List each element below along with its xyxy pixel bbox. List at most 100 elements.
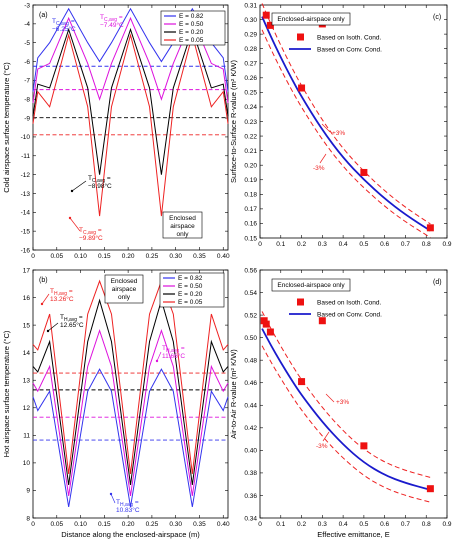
series-line — [32, 33, 229, 217]
avg-annotation-t: T — [88, 175, 92, 182]
x-tick-label: 0.30 — [169, 253, 182, 260]
legend-marker-isoth — [297, 298, 304, 306]
x-tick-label: 0.05 — [50, 253, 63, 260]
y-tick-label: 0.25 — [244, 90, 257, 97]
isoth-point — [266, 328, 274, 336]
x-tick-label: 0.8 — [422, 521, 431, 528]
y-tick-label: 0.52 — [244, 312, 257, 319]
y-tick-label: 0.30 — [244, 17, 257, 24]
y-tick-label: 17 — [23, 267, 31, 274]
legend-box — [160, 10, 226, 46]
x-tick-label: 0.5 — [359, 241, 368, 248]
annotation-arrow — [41, 293, 50, 305]
y-tick-label: 0.34 — [244, 515, 257, 522]
avg-annotation-value: −9.89°C — [79, 234, 103, 242]
panel-b: 0 0.05 0.10 0.15 0.20 0.25 0.30 0.35 0.40 8 9 10 11 1… — [2, 267, 230, 539]
y-tick-label: 0.18 — [244, 192, 257, 199]
x-tick-label: 0.3 — [318, 241, 327, 248]
x-tick-label: 0.1 — [276, 241, 285, 248]
y-tick-label: 0.23 — [244, 119, 257, 126]
legend-box — [159, 272, 225, 308]
x-tick-label: 0.25 — [146, 253, 159, 260]
isoth-point — [426, 224, 434, 232]
legend-label: E = 0.20 — [178, 291, 203, 298]
series-line — [32, 279, 229, 474]
plot-frame — [259, 269, 448, 519]
avg-annotation: TH,avg = — [162, 345, 185, 354]
legend-label: Based on Conv. Cond. — [317, 312, 382, 319]
annotation-arrow — [47, 322, 59, 332]
y-tick-label: 0.21 — [244, 148, 257, 155]
isoth-point — [360, 168, 368, 176]
conv-curve — [261, 16, 431, 232]
avg-annotation-tail: = — [69, 18, 75, 25]
annotation-arrowhead — [109, 492, 113, 496]
y-tick-label: -16 — [21, 247, 31, 254]
y-tick-label: 14 — [23, 350, 31, 357]
y-tick-label: 0.48 — [244, 357, 257, 364]
series-line — [32, 298, 229, 485]
x-tick-label: 0 — [258, 241, 262, 248]
annotation-arrow — [69, 217, 81, 232]
avg-annotation-t: T — [52, 18, 56, 25]
series-line — [32, 16, 229, 104]
x-tick-label: 0.2 — [297, 521, 306, 528]
title-box-text: Enclosed-airspace only — [277, 282, 345, 289]
series-line — [32, 329, 229, 497]
y-tick-label: -10 — [21, 134, 31, 141]
y-tick-label: 0.46 — [244, 380, 257, 387]
avg-annotation-sub: H,avg — [166, 348, 179, 354]
x-tick-label: 0.25 — [146, 521, 159, 528]
isoth-point — [266, 21, 274, 29]
y-tick-label: 0.28 — [244, 46, 257, 53]
note-text: only — [177, 231, 190, 238]
panel-label: (a) — [39, 12, 48, 19]
isoth-point — [318, 317, 326, 325]
x-tick-label: 0.4 — [339, 521, 348, 528]
avg-annotation-t: T — [116, 499, 120, 506]
y-tick-label: 0.19 — [244, 177, 257, 184]
avg-annotation: TH,avg = — [116, 499, 139, 508]
panel-a: 0 0.05 0.10 0.15 0.20 0.25 0.30 0.35 0.40 -16 -15 -… — [2, 2, 230, 260]
avg-annotation-sub: H,avg — [120, 502, 133, 508]
avg-annotation-t: T — [60, 314, 64, 321]
y-tick-label: -14 — [21, 210, 31, 217]
x-tick-label: 0.1 — [276, 521, 285, 528]
note-text: Enclosed — [111, 278, 138, 285]
annotation-arrowhead — [68, 216, 72, 220]
x-axis-label: Distance along the enclosed-airspace (m) — [61, 530, 200, 539]
y-tick-label: 11 — [23, 433, 30, 440]
band-label: -3% — [316, 443, 328, 450]
note-text: Enclosed — [169, 215, 196, 222]
y-tick-label: 9 — [26, 488, 30, 495]
avg-annotation-tail: = — [117, 14, 123, 21]
avg-annotation: TC,avg = — [100, 14, 123, 23]
y-tick-label: 0.56 — [244, 267, 257, 274]
panel-c: 0 0.1 0.2 0.3 0.4 0.5 0.6 0.7 0.8 0.9 0.15 0.16 0.17… — [229, 2, 452, 248]
x-tick-label: 0.7 — [401, 241, 410, 248]
avg-annotation-value: 10.83°C — [116, 506, 140, 514]
avg-annotation-sub: C,avg — [83, 230, 96, 236]
band-lower — [261, 29, 431, 238]
avg-annotation: TC,avg = — [79, 227, 102, 236]
y-axis-label: Hot airspace surface temperature (°C) — [2, 330, 11, 457]
title-box — [271, 278, 351, 292]
y-tick-label: -9 — [24, 115, 30, 122]
x-tick-label: 0.40 — [217, 521, 230, 528]
y-axis-label: Cold airspace surface temperature (°C) — [2, 62, 11, 193]
y-tick-label: 13 — [23, 378, 31, 385]
x-tick-label: 0.8 — [422, 241, 431, 248]
y-tick-label: 0.31 — [244, 2, 257, 9]
y-tick-label: 0.16 — [244, 221, 257, 228]
annotation-arrow — [110, 493, 116, 504]
avg-annotation: TC,avg = — [52, 18, 75, 27]
panel-label: (d) — [433, 279, 442, 286]
annotation-arrowhead — [46, 329, 50, 333]
x-tick-label: 0 — [31, 521, 35, 528]
avg-annotation-tail: = — [105, 175, 111, 182]
x-tick-label: 0.40 — [217, 253, 230, 260]
y-tick-label: -7 — [24, 78, 30, 85]
band-label: -3% — [313, 165, 325, 172]
isoth-point — [426, 485, 434, 493]
x-tick-label: 0.20 — [122, 521, 135, 528]
